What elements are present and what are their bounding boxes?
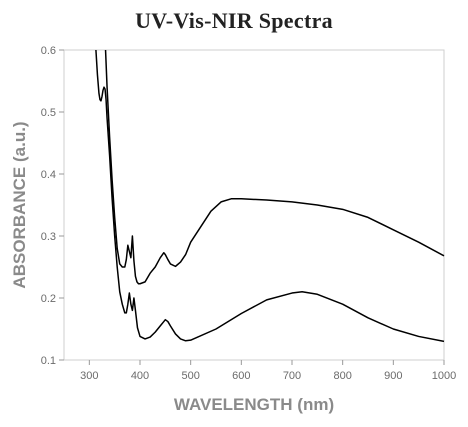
y-tick-label: 0.6 <box>41 45 56 57</box>
y-tick-label: 0.1 <box>41 355 56 367</box>
chart-title: UV-Vis-NIR Spectra <box>135 8 333 33</box>
series-line-2 <box>95 49 445 343</box>
y-tick-label: 0.3 <box>41 231 56 243</box>
series-layer <box>95 49 445 343</box>
series-line-1 <box>104 49 445 285</box>
x-tick-label: 500 <box>181 370 199 382</box>
x-tick-label: 300 <box>80 370 98 382</box>
plot-frame <box>63 49 445 361</box>
x-tick-label: 700 <box>283 370 301 382</box>
x-tick-label: 900 <box>384 370 402 382</box>
y-tick-label: 0.5 <box>41 107 56 119</box>
x-tick-label: 600 <box>232 370 250 382</box>
x-axis-ticks: 300 400 500 600 700 800 900 1000 <box>80 360 456 382</box>
x-tick-label: 800 <box>333 370 351 382</box>
y-tick-label: 0.4 <box>41 169 56 181</box>
y-axis-ticks: 0.1 0.2 0.3 0.4 0.5 0.6 <box>41 45 64 367</box>
x-tick-label: 1000 <box>432 370 456 382</box>
y-axis-title: ABSORBANCE (a.u.) <box>10 121 29 288</box>
x-axis-title: WAVELENGTH (nm) <box>174 395 334 414</box>
x-tick-label: 400 <box>131 370 149 382</box>
y-tick-label: 0.2 <box>41 293 56 305</box>
